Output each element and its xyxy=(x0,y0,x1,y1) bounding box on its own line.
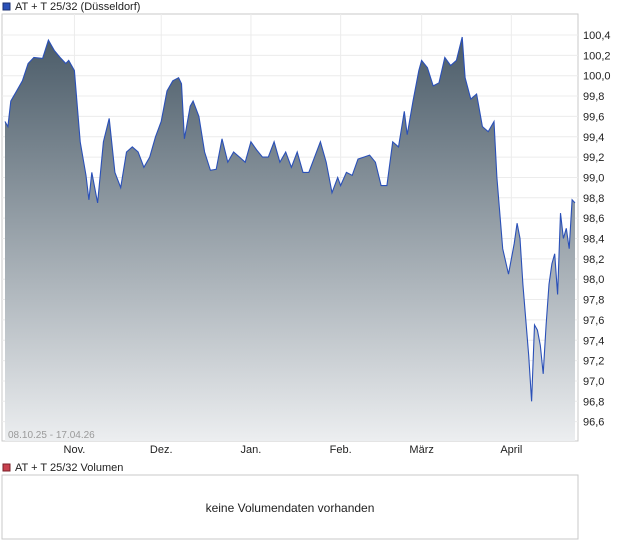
no-volume-message: keine Volumendaten vorhanden xyxy=(206,501,375,515)
price-area xyxy=(5,37,575,441)
y-tick-label: 99,4 xyxy=(583,132,604,144)
y-tick-label: 98,6 xyxy=(583,213,604,225)
y-tick-label: 98,8 xyxy=(583,193,604,205)
y-tick-label: 100,0 xyxy=(583,71,611,83)
y-tick-label: 99,2 xyxy=(583,152,604,164)
date-range-label: 08.10.25 - 17.04.26 xyxy=(8,430,95,441)
y-tick-label: 97,2 xyxy=(583,356,604,368)
y-tick-label: 98,2 xyxy=(583,254,604,266)
y-tick-label: 96,6 xyxy=(583,417,604,429)
price-line xyxy=(4,36,576,402)
volume-legend-marker xyxy=(2,463,11,472)
x-tick-label: Nov. xyxy=(64,444,86,456)
y-tick-label: 97,0 xyxy=(583,376,604,388)
y-tick-label: 100,2 xyxy=(583,50,611,62)
y-tick-label: 100,4 xyxy=(583,30,611,42)
x-tick-label: Dez. xyxy=(150,444,173,456)
y-tick-label: 99,6 xyxy=(583,111,604,123)
y-tick-label: 98,0 xyxy=(583,274,604,286)
y-tick-label: 97,4 xyxy=(583,335,604,347)
y-tick-label: 96,8 xyxy=(583,396,604,408)
volume-chart: AT + T 25/32 Volumen keine Volumendaten … xyxy=(1,462,579,540)
x-tick-label: April xyxy=(500,444,522,456)
x-axis-ticks: Nov. Dez. Jan. Feb. März April xyxy=(64,444,523,456)
volume-plot-frame xyxy=(1,474,579,540)
y-tick-label: 99,0 xyxy=(583,172,604,184)
x-tick-label: Feb. xyxy=(330,444,352,456)
price-legend-marker xyxy=(2,2,11,11)
y-tick-label: 97,6 xyxy=(583,315,604,327)
y-tick-label: 97,8 xyxy=(583,295,604,307)
y-axis-ticks: 100,4 100,2 100,0 99,8 99,6 99,4 99,2 99,0 98,8 9… xyxy=(583,30,611,429)
x-tick-label: März xyxy=(409,444,433,456)
y-tick-label: 99,8 xyxy=(583,91,604,103)
price-chart: AT + T 25/32 (Düsseldorf) 100,4100,2100,… xyxy=(1,1,611,456)
price-chart-title: AT + T 25/32 (Düsseldorf) xyxy=(15,1,140,13)
y-tick-label: 98,4 xyxy=(583,234,604,246)
volume-chart-title: AT + T 25/32 Volumen xyxy=(15,462,123,474)
x-tick-label: Jan. xyxy=(241,444,262,456)
